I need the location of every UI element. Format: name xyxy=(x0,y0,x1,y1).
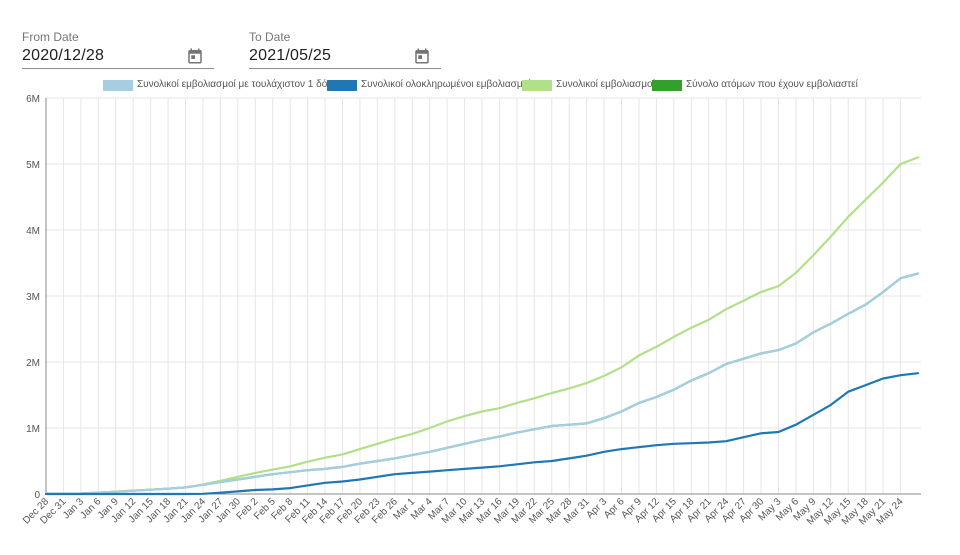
legend-swatch xyxy=(103,80,133,91)
legend-swatch xyxy=(522,80,552,91)
legend-label: Συνολικοί εμβολιασμοί με τουλάχιστον 1 δ… xyxy=(137,79,339,90)
y-tick-label: 5M xyxy=(26,160,40,171)
to-date-label: To Date xyxy=(249,30,291,44)
calendar-icon[interactable] xyxy=(186,47,204,65)
y-tick-label: 2M xyxy=(26,358,40,369)
y-tick-label: 0 xyxy=(34,490,40,501)
series-line-first-dose xyxy=(44,272,920,495)
legend-label: Συνολικοί ολοκληρωμένοι εμβολιασμοί xyxy=(361,79,531,90)
y-tick-label: 1M xyxy=(26,424,40,435)
from-date-field[interactable]: From Date 2020/12/28 xyxy=(22,30,214,69)
from-date-value[interactable]: 2020/12/28 xyxy=(22,47,105,64)
legend-label: Σύνολο ατόμων που έχουν εμβολιαστεί xyxy=(686,79,858,90)
from-date-label: From Date xyxy=(22,30,79,44)
y-tick-label: 3M xyxy=(26,292,40,303)
legend-label: Συνολικοί εμβολιασμοί xyxy=(556,79,655,90)
y-tick-label: 4M xyxy=(26,226,40,237)
legend-swatch xyxy=(652,80,682,91)
calendar-icon[interactable] xyxy=(413,47,431,65)
legend-swatch xyxy=(327,80,357,91)
to-date-field[interactable]: To Date 2021/05/25 xyxy=(249,30,441,69)
y-tick-label: 6M xyxy=(26,94,40,105)
series-line-completed xyxy=(44,372,920,496)
chart-legend: Συνολικοί εμβολιασμοί με τουλάχιστον 1 δ… xyxy=(0,79,960,95)
to-date-value[interactable]: 2021/05/25 xyxy=(249,47,332,64)
